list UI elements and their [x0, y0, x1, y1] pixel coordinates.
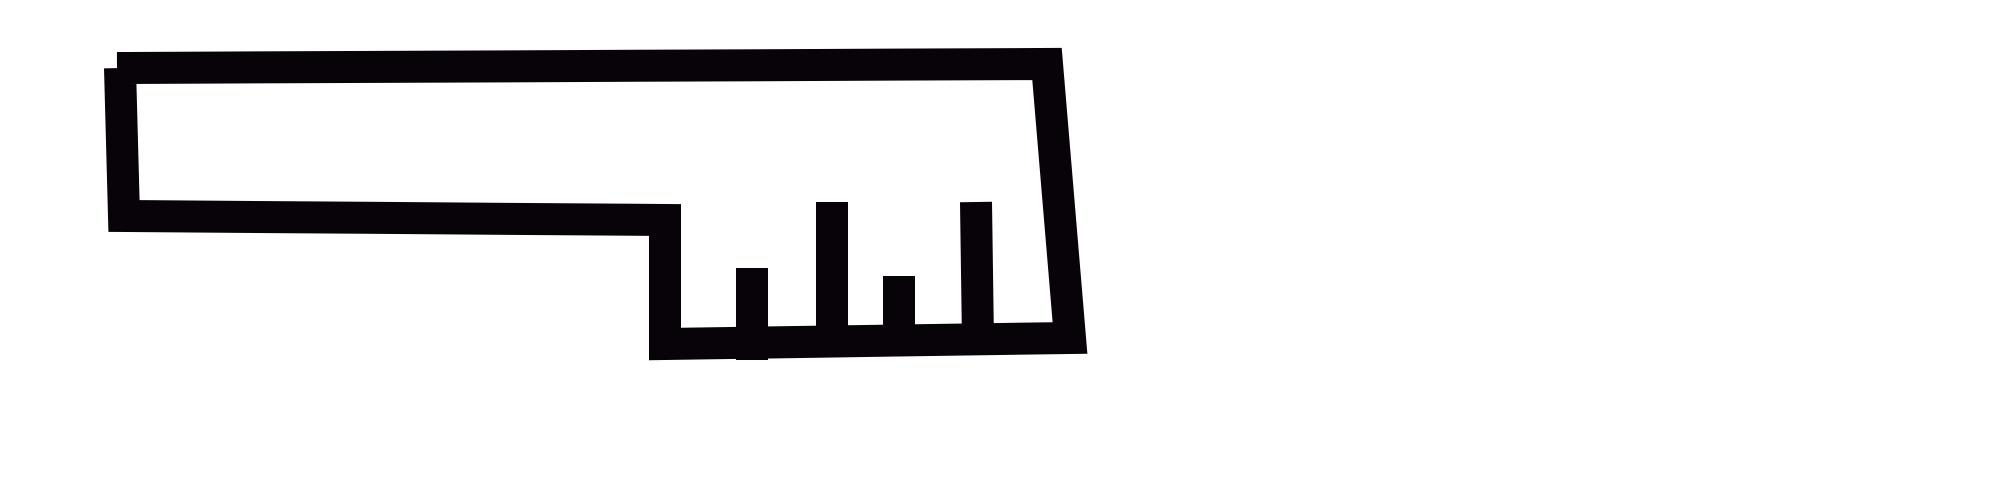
key-outline-icon [104, 47, 1088, 361]
key-tooth-4 [960, 201, 994, 343]
